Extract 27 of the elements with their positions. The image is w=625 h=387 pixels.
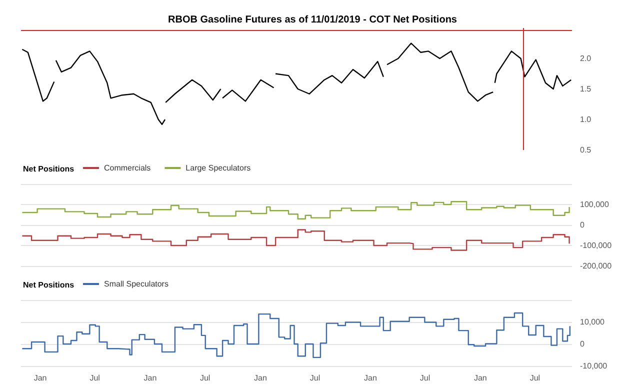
x-tick-label: Jul <box>310 374 320 382</box>
legend-title: Net Positions <box>23 280 75 290</box>
x-tick-label: Jan <box>474 374 487 382</box>
legend-label: Commercials <box>104 164 151 172</box>
x-tick-label: Jan <box>364 374 377 382</box>
x-tick-label: Jul <box>530 374 540 382</box>
legend-label: Small Speculators <box>104 280 168 288</box>
y-tick-label: 0 <box>580 340 585 348</box>
x-tick-label: Jan <box>254 374 267 382</box>
y-tick-label: 0.5 <box>580 146 592 154</box>
y-tick-label: 10,000 <box>580 318 606 326</box>
x-tick-label: Jul <box>420 374 430 382</box>
y-tick-label: 1.5 <box>580 84 592 94</box>
y-tick-label: -100,000 <box>580 241 612 250</box>
y-tick-label: 100,000 <box>580 200 610 209</box>
y-tick-label: 0 <box>580 220 585 230</box>
y-tick-label: 2.0 <box>580 54 592 63</box>
legend-title: Net Positions <box>23 164 75 174</box>
y-tick-label: -200,000 <box>580 262 612 270</box>
legend-label: Large Speculators <box>186 164 251 172</box>
x-tick-label: Jul <box>90 374 100 382</box>
x-tick-label: Jan <box>34 374 47 382</box>
y-tick-label: 1.0 <box>580 115 592 124</box>
y-tick-label: -10,000 <box>580 362 608 370</box>
chart-title: RBOB Gasoline Futures as of 11/01/2019 - COT Net Positions <box>168 14 458 26</box>
x-tick-label: Jul <box>200 374 210 382</box>
x-tick-label: Jan <box>144 374 157 382</box>
